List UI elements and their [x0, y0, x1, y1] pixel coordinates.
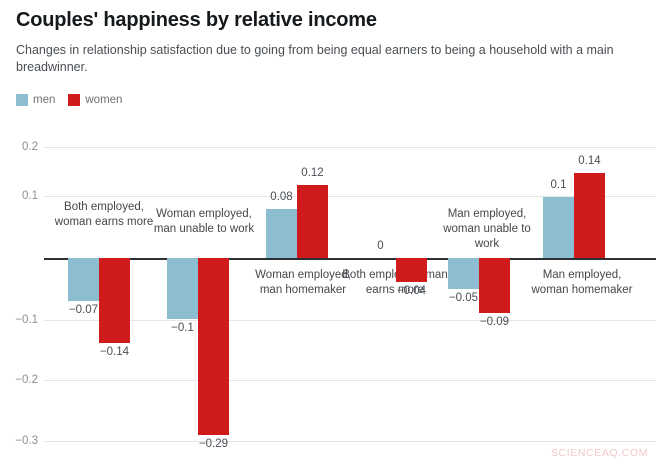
category-label: Woman employed, man homemaker: [255, 269, 351, 296]
legend-label-men: men: [33, 94, 56, 106]
gridline: [44, 380, 656, 381]
bar-men[interactable]: [266, 209, 297, 258]
bar-value-label: 0.08: [270, 191, 293, 204]
bar-women[interactable]: [479, 258, 510, 313]
bar-women[interactable]: [99, 258, 130, 344]
bar-value-label: −0.1: [171, 322, 194, 334]
bar-value-label: −0.09: [479, 315, 510, 328]
chart-subtitle: Changes in relationship satisfaction due…: [16, 43, 614, 74]
gridline: [44, 147, 656, 148]
bar-value-label: −0.04: [396, 285, 427, 298]
bar-women[interactable]: [574, 172, 605, 258]
bar-value-label: 0.1: [550, 179, 567, 191]
y-axis-tick-label: 0.2: [22, 141, 38, 153]
category-label: Woman employed, man unable to work: [153, 208, 255, 235]
bar-men[interactable]: [68, 258, 99, 301]
bar-value-label: 0.12: [301, 166, 324, 179]
bar-men[interactable]: [543, 197, 574, 258]
legend-item-women[interactable]: women: [68, 94, 122, 106]
bar-women[interactable]: [396, 258, 427, 283]
bar-men[interactable]: [167, 258, 198, 319]
bar-women[interactable]: [297, 184, 328, 258]
gridline: [44, 196, 656, 197]
y-axis-tick-label: −0.3: [15, 435, 38, 447]
gridline: [44, 441, 656, 442]
watermark: SCIENCEAQ.COM: [550, 447, 648, 459]
category-label: Both employed, woman earns more: [54, 201, 154, 228]
category-label: Man employed, woman unable to work: [443, 208, 531, 250]
legend-label-women: women: [85, 94, 123, 106]
category-label: Man employed, woman homemaker: [531, 269, 633, 296]
bar-value-label: 0.14: [578, 154, 601, 167]
legend-swatch-women: [68, 94, 81, 106]
chart-legend: men women: [16, 94, 129, 106]
bar-women[interactable]: [198, 258, 229, 435]
bar-value-label: −0.14: [99, 346, 130, 359]
bar-value-label: 0: [377, 240, 384, 252]
bar-value-label: −0.05: [448, 291, 479, 304]
y-axis-tick-label: −0.1: [15, 314, 38, 326]
zero-axis-line: [44, 258, 656, 260]
gridline: [44, 320, 656, 321]
y-axis-tick-label: 0.1: [22, 190, 38, 202]
legend-swatch-men: [16, 94, 28, 106]
legend-item-men[interactable]: men: [16, 94, 55, 106]
bar-men[interactable]: [448, 258, 479, 289]
bar-value-label: −0.29: [198, 437, 229, 450]
bar-value-label: −0.07: [68, 303, 99, 316]
y-axis-tick-label: −0.2: [15, 374, 38, 386]
page-title: Couples' happiness by relative income: [16, 9, 377, 31]
